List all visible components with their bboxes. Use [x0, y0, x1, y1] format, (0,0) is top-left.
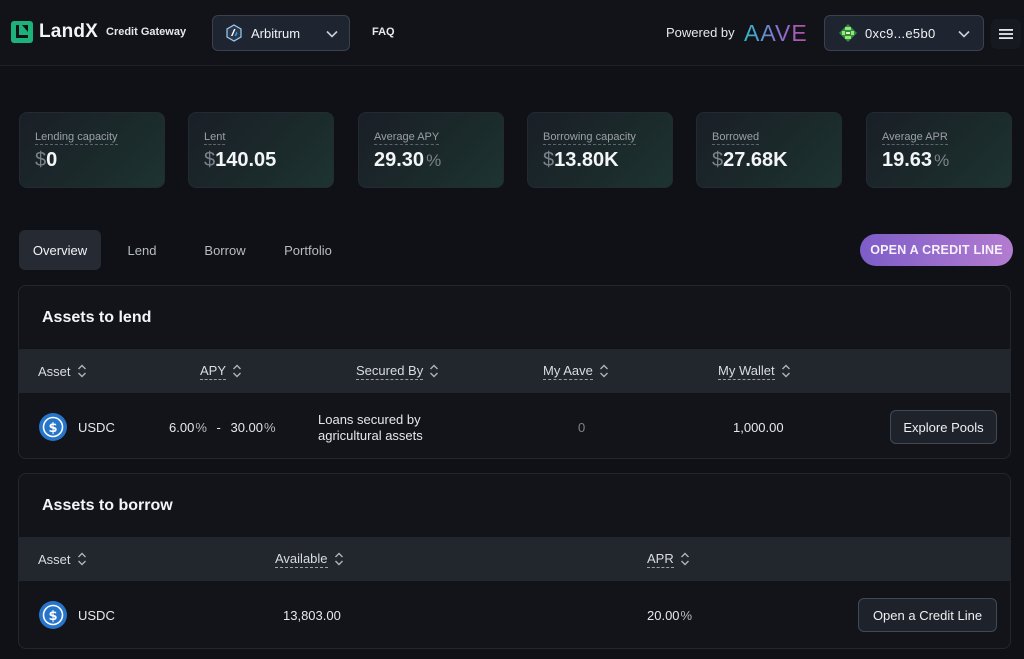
sort-icon [599, 364, 608, 378]
apr-value: 20.00% [647, 608, 693, 623]
sort-icon [430, 364, 439, 378]
panel-title: Assets to lend [42, 309, 152, 326]
my-aave-value: 0 [578, 420, 586, 435]
my-wallet-value: 1,000.00 [733, 420, 784, 435]
available-value: 13,803.00 [283, 608, 341, 623]
stat-card-borrowed: Borrowed $27.68K [696, 112, 842, 188]
sort-icon [334, 552, 343, 566]
landx-logo[interactable]: LandX [11, 21, 98, 43]
stat-label: Lent [204, 131, 226, 145]
stat-card-lending-capacity: Lending capacity $0 [19, 112, 165, 188]
stat-value: $0 [35, 149, 58, 171]
sort-icon [77, 364, 86, 378]
wallet-button[interactable]: 0xc9...e5b0 [824, 15, 984, 51]
tab-overview[interactable]: Overview [19, 230, 101, 270]
column-header-asset[interactable]: Asset [38, 537, 87, 581]
stat-value: 19.63% [882, 149, 950, 171]
stat-card-average-apr: Average APR 19.63% [866, 112, 1012, 188]
column-header-asset[interactable]: Asset [38, 349, 87, 393]
assets-to-borrow-panel: Assets to borrow Asset Available APR $ U… [18, 473, 1011, 649]
stat-card-borrowing-capacity: Borrowing capacity $13.80K [527, 112, 673, 188]
stat-value: $27.68K [712, 149, 788, 171]
table-header: Asset Available APR [19, 537, 1010, 581]
chevron-down-icon [326, 30, 338, 38]
sort-icon [233, 364, 242, 378]
menu-button[interactable] [991, 19, 1021, 49]
panel-title: Assets to borrow [42, 497, 173, 514]
sort-icon [77, 552, 86, 566]
sort-icon [781, 364, 790, 378]
stat-value: $140.05 [204, 149, 277, 171]
landx-logo-icon [11, 21, 33, 43]
stat-label: Average APY [374, 131, 440, 145]
usdc-icon: $ [39, 601, 67, 629]
column-header-available[interactable]: Available [275, 537, 344, 581]
explore-pools-button[interactable]: Explore Pools [890, 410, 997, 444]
chevron-down-icon [958, 30, 970, 38]
column-header-secured-by[interactable]: Secured By [356, 349, 439, 393]
wallet-avatar-icon [839, 24, 857, 42]
open-credit-line-button[interactable]: OPEN A CREDIT LINE [860, 234, 1013, 266]
aave-logo: AAVE [744, 20, 808, 46]
network-label: Arbitrum [251, 25, 301, 41]
asset-name: USDC [78, 608, 115, 623]
apy-range: 6.00% - 30.00% [169, 420, 276, 435]
logo-text: LandX [39, 21, 99, 42]
column-header-apy[interactable]: APY [200, 349, 242, 393]
arbitrum-icon [226, 24, 242, 42]
column-header-my-wallet[interactable]: My Wallet [718, 349, 791, 393]
top-header: LandX Credit Gateway Arbitrum FAQ Powere… [0, 0, 1024, 66]
svg-text:$: $ [48, 421, 57, 436]
wallet-address: 0xc9...e5b0 [865, 25, 936, 41]
tab-borrow[interactable]: Borrow [204, 242, 246, 258]
stat-label: Borrowing capacity [543, 131, 636, 145]
stat-card-average-apy: Average APY 29.30% [358, 112, 504, 188]
open-credit-line-row-button[interactable]: Open a Credit Line [858, 598, 997, 632]
asset-name: USDC [78, 420, 115, 435]
stat-label: Lending capacity [35, 131, 118, 145]
stat-value: $13.80K [543, 149, 619, 171]
column-header-my-aave[interactable]: My Aave [543, 349, 609, 393]
column-header-apr[interactable]: APR [647, 537, 690, 581]
secured-by-text: Loans secured by agricultural assets [318, 412, 423, 443]
svg-text:$: $ [48, 609, 57, 624]
faq-link[interactable]: FAQ [372, 26, 395, 38]
table-header: Asset APY Secured By My Aave My Wallet [19, 349, 1010, 393]
network-selector[interactable]: Arbitrum [212, 15, 350, 51]
credit-gateway-label: Credit Gateway [106, 26, 187, 38]
stat-card-lent: Lent $140.05 [188, 112, 334, 188]
tab-lend[interactable]: Lend [127, 242, 157, 258]
tab-portfolio[interactable]: Portfolio [284, 242, 332, 258]
assets-to-lend-panel: Assets to lend Asset APY Secured By My A… [18, 285, 1011, 459]
hamburger-menu-icon [999, 29, 1013, 39]
powered-by-label: Powered by [666, 25, 735, 40]
stat-value: 29.30% [374, 149, 442, 171]
usdc-icon: $ [39, 413, 67, 441]
stat-label: Borrowed [712, 131, 760, 145]
sort-icon [680, 552, 689, 566]
stat-label: Average APR [882, 131, 948, 145]
